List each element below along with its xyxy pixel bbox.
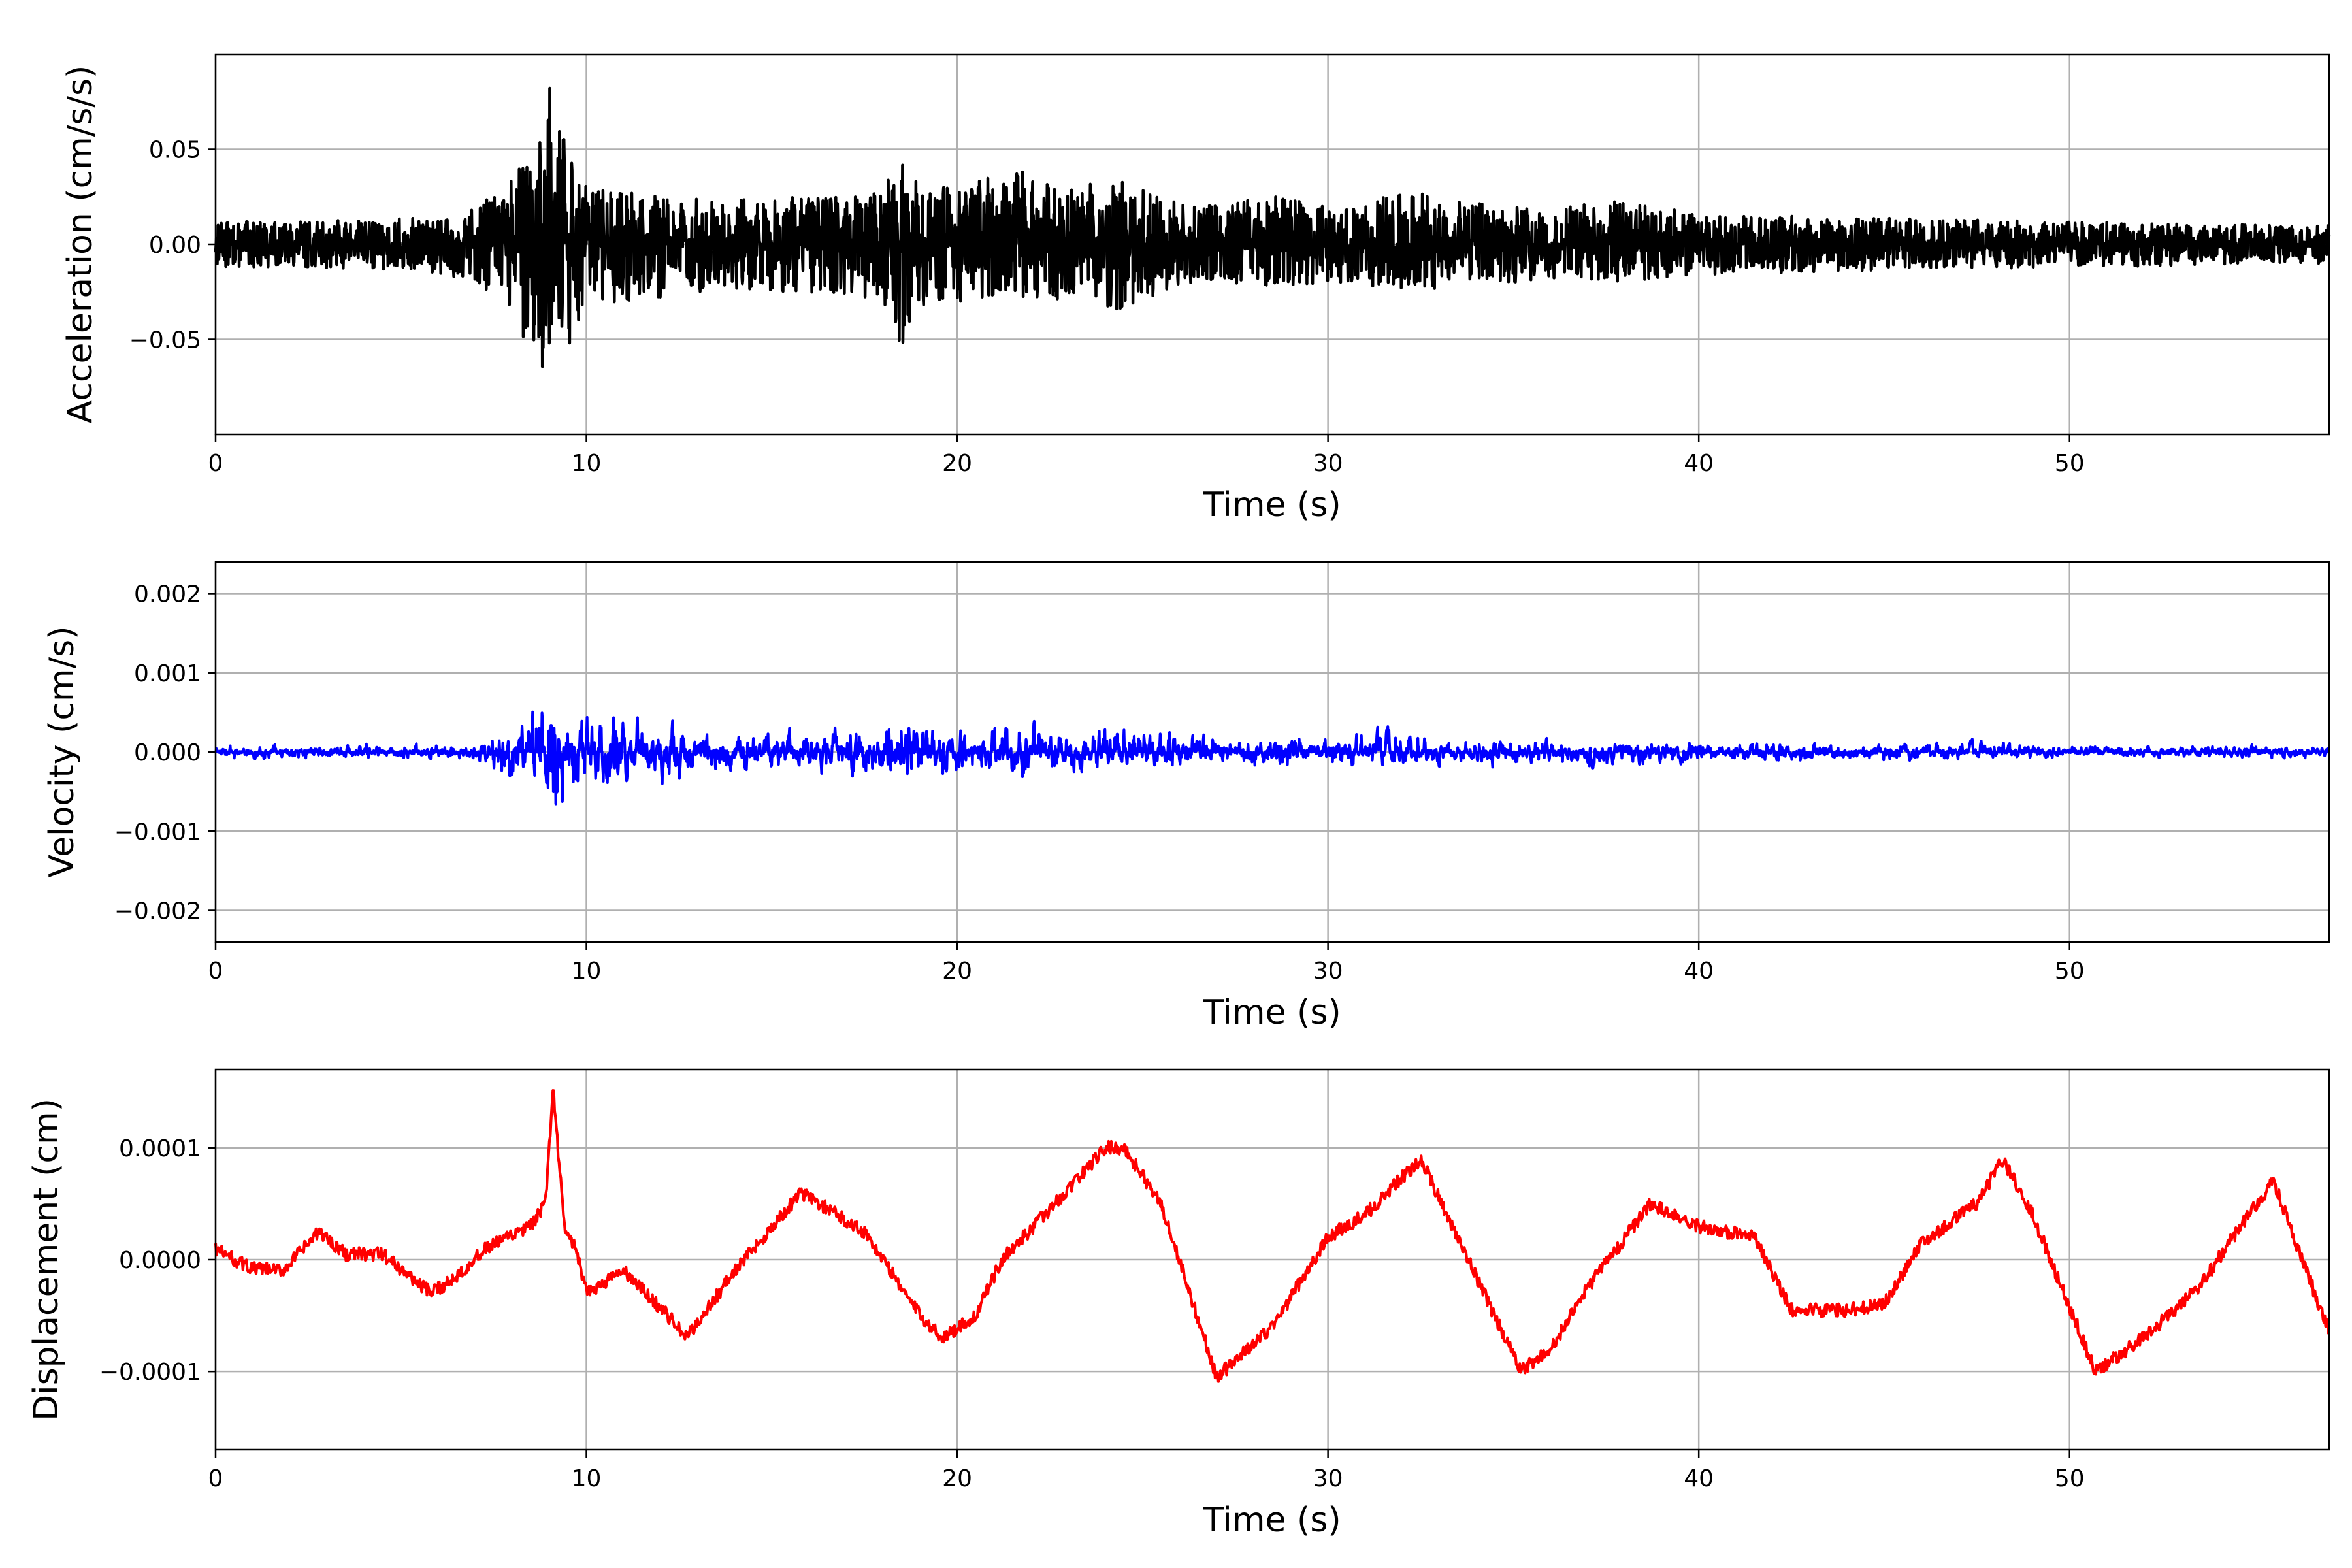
velocity-trace-line [214,710,2331,806]
displacement-x-tick-label: 30 [1313,1465,1343,1492]
acceleration-x-tick-label: 50 [2055,450,2085,477]
velocity-y-tick-label: 0.001 [134,661,201,687]
velocity-x-tick-label: 10 [572,958,602,985]
acceleration-trace-line [214,86,2331,368]
acceleration-x-tick-label: 0 [208,450,223,477]
velocity-y-axis-label: Velocity (cm/s) [42,627,82,878]
displacement-x-axis-label: Time (s) [1202,1501,1341,1540]
displacement-x-tick-label: 40 [1684,1465,1714,1492]
displacement-x-tick-label: 10 [572,1465,602,1492]
velocity-x-tick-label: 20 [942,958,972,985]
displacement-ticks: 0 10 20 30 40 50 −0.0001 0.0000 0.0001 [99,1135,2085,1492]
displacement-x-tick-label: 20 [942,1465,972,1492]
acceleration-trace-group [214,86,2331,368]
displacement-trace-group [214,1089,2331,1383]
acceleration-x-tick-label: 40 [1684,450,1714,477]
velocity-x-tick-label: 0 [208,958,223,985]
velocity-y-tick-label: 0.002 [134,581,201,608]
acceleration-x-tick-label: 10 [572,450,602,477]
displacement-trace-line [214,1089,2331,1383]
displacement-y-tick-label: 0.0000 [119,1247,201,1274]
velocity-trace-group [214,710,2331,806]
displacement-x-tick-label: 0 [208,1465,223,1492]
acceleration-y-axis-label: Acceleration (cm/s/s) [61,65,100,424]
velocity-y-tick-label: −0.001 [114,819,201,845]
velocity-x-tick-label: 30 [1313,958,1343,985]
acceleration-ticks: 0 10 20 30 40 50 −0.05 0.00 0.05 [129,137,2085,478]
displacement-x-tick-label: 50 [2055,1465,2085,1492]
displacement-y-axis-label: Displacement (cm) [27,1098,66,1421]
acceleration-x-tick-label: 20 [942,450,972,477]
acceleration-y-tick-label: −0.05 [129,327,201,354]
acceleration-y-tick-label: 0.00 [149,232,201,259]
acceleration-y-tick-label: 0.05 [149,137,201,164]
velocity-y-tick-label: 0.000 [134,740,201,766]
velocity-y-tick-label: −0.002 [114,898,201,925]
acceleration-panel: 0 10 20 30 40 50 −0.05 0.00 0.05 Time (s) Accele… [61,53,2331,525]
velocity-x-axis-label: Time (s) [1202,993,1341,1032]
acceleration-x-axis-label: Time (s) [1202,485,1341,525]
acceleration-x-tick-label: 30 [1313,450,1343,477]
displacement-y-tick-label: −0.0001 [99,1359,201,1386]
velocity-panel: 0 10 20 30 40 50 −0.002 −0.001 0.000 0.001 0.002 T… [42,561,2331,1032]
velocity-ticks: 0 10 20 30 40 50 −0.002 −0.001 0.000 0.001 0.002 [114,581,2085,985]
velocity-x-tick-label: 40 [1684,958,1714,985]
displacement-grid [214,1070,2329,1450]
displacement-y-tick-label: 0.0001 [119,1135,201,1162]
velocity-x-tick-label: 50 [2055,958,2085,985]
